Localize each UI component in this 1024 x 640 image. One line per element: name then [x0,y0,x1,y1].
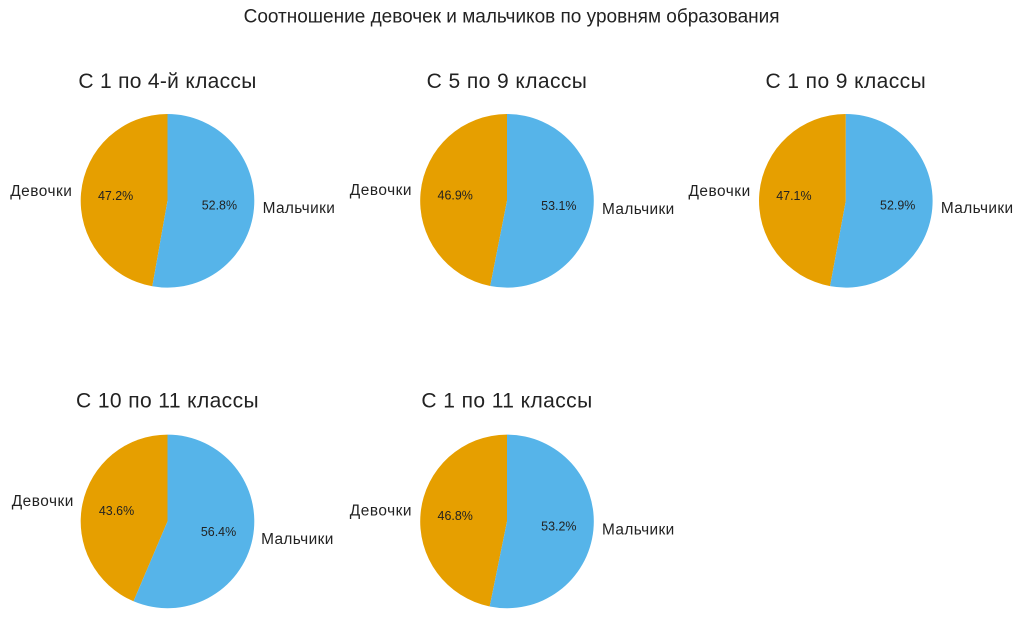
svg-text:С 1 по 11 классы: С 1 по 11 классы [421,390,592,413]
svg-text:47.2%: 47.2% [98,189,133,203]
svg-text:С 1 по 4-й классы: С 1 по 4-й классы [78,70,256,93]
svg-text:46.8%: 46.8% [438,509,473,523]
svg-text:Девочки: Девочки [12,493,74,510]
svg-text:Мальчики: Мальчики [941,200,1014,217]
svg-text:56.4%: 56.4% [201,525,236,539]
svg-text:Мальчики: Мальчики [602,201,675,218]
svg-text:Мальчики: Мальчики [263,200,336,217]
svg-text:Девочки: Девочки [10,183,72,200]
svg-text:Соотношение девочек и мальчико: Соотношение девочек и мальчиков по уровн… [244,7,780,28]
svg-text:Мальчики: Мальчики [261,531,334,548]
svg-text:Девочки: Девочки [350,503,412,520]
svg-text:47.1%: 47.1% [776,189,811,203]
svg-text:53.1%: 53.1% [541,199,576,213]
svg-text:Девочки: Девочки [688,183,750,200]
svg-text:46.9%: 46.9% [438,189,473,203]
svg-text:С 1 по 9 классы: С 1 по 9 классы [765,70,926,93]
svg-text:Девочки: Девочки [350,182,412,199]
svg-text:С 5 по 9 классы: С 5 по 9 классы [427,70,588,93]
svg-text:43.6%: 43.6% [99,504,134,518]
svg-text:Мальчики: Мальчики [602,522,675,539]
svg-text:52.8%: 52.8% [202,198,237,212]
svg-text:С 10 по 11 классы: С 10 по 11 классы [76,390,259,413]
svg-text:53.2%: 53.2% [541,520,576,534]
svg-text:52.9%: 52.9% [880,199,915,213]
